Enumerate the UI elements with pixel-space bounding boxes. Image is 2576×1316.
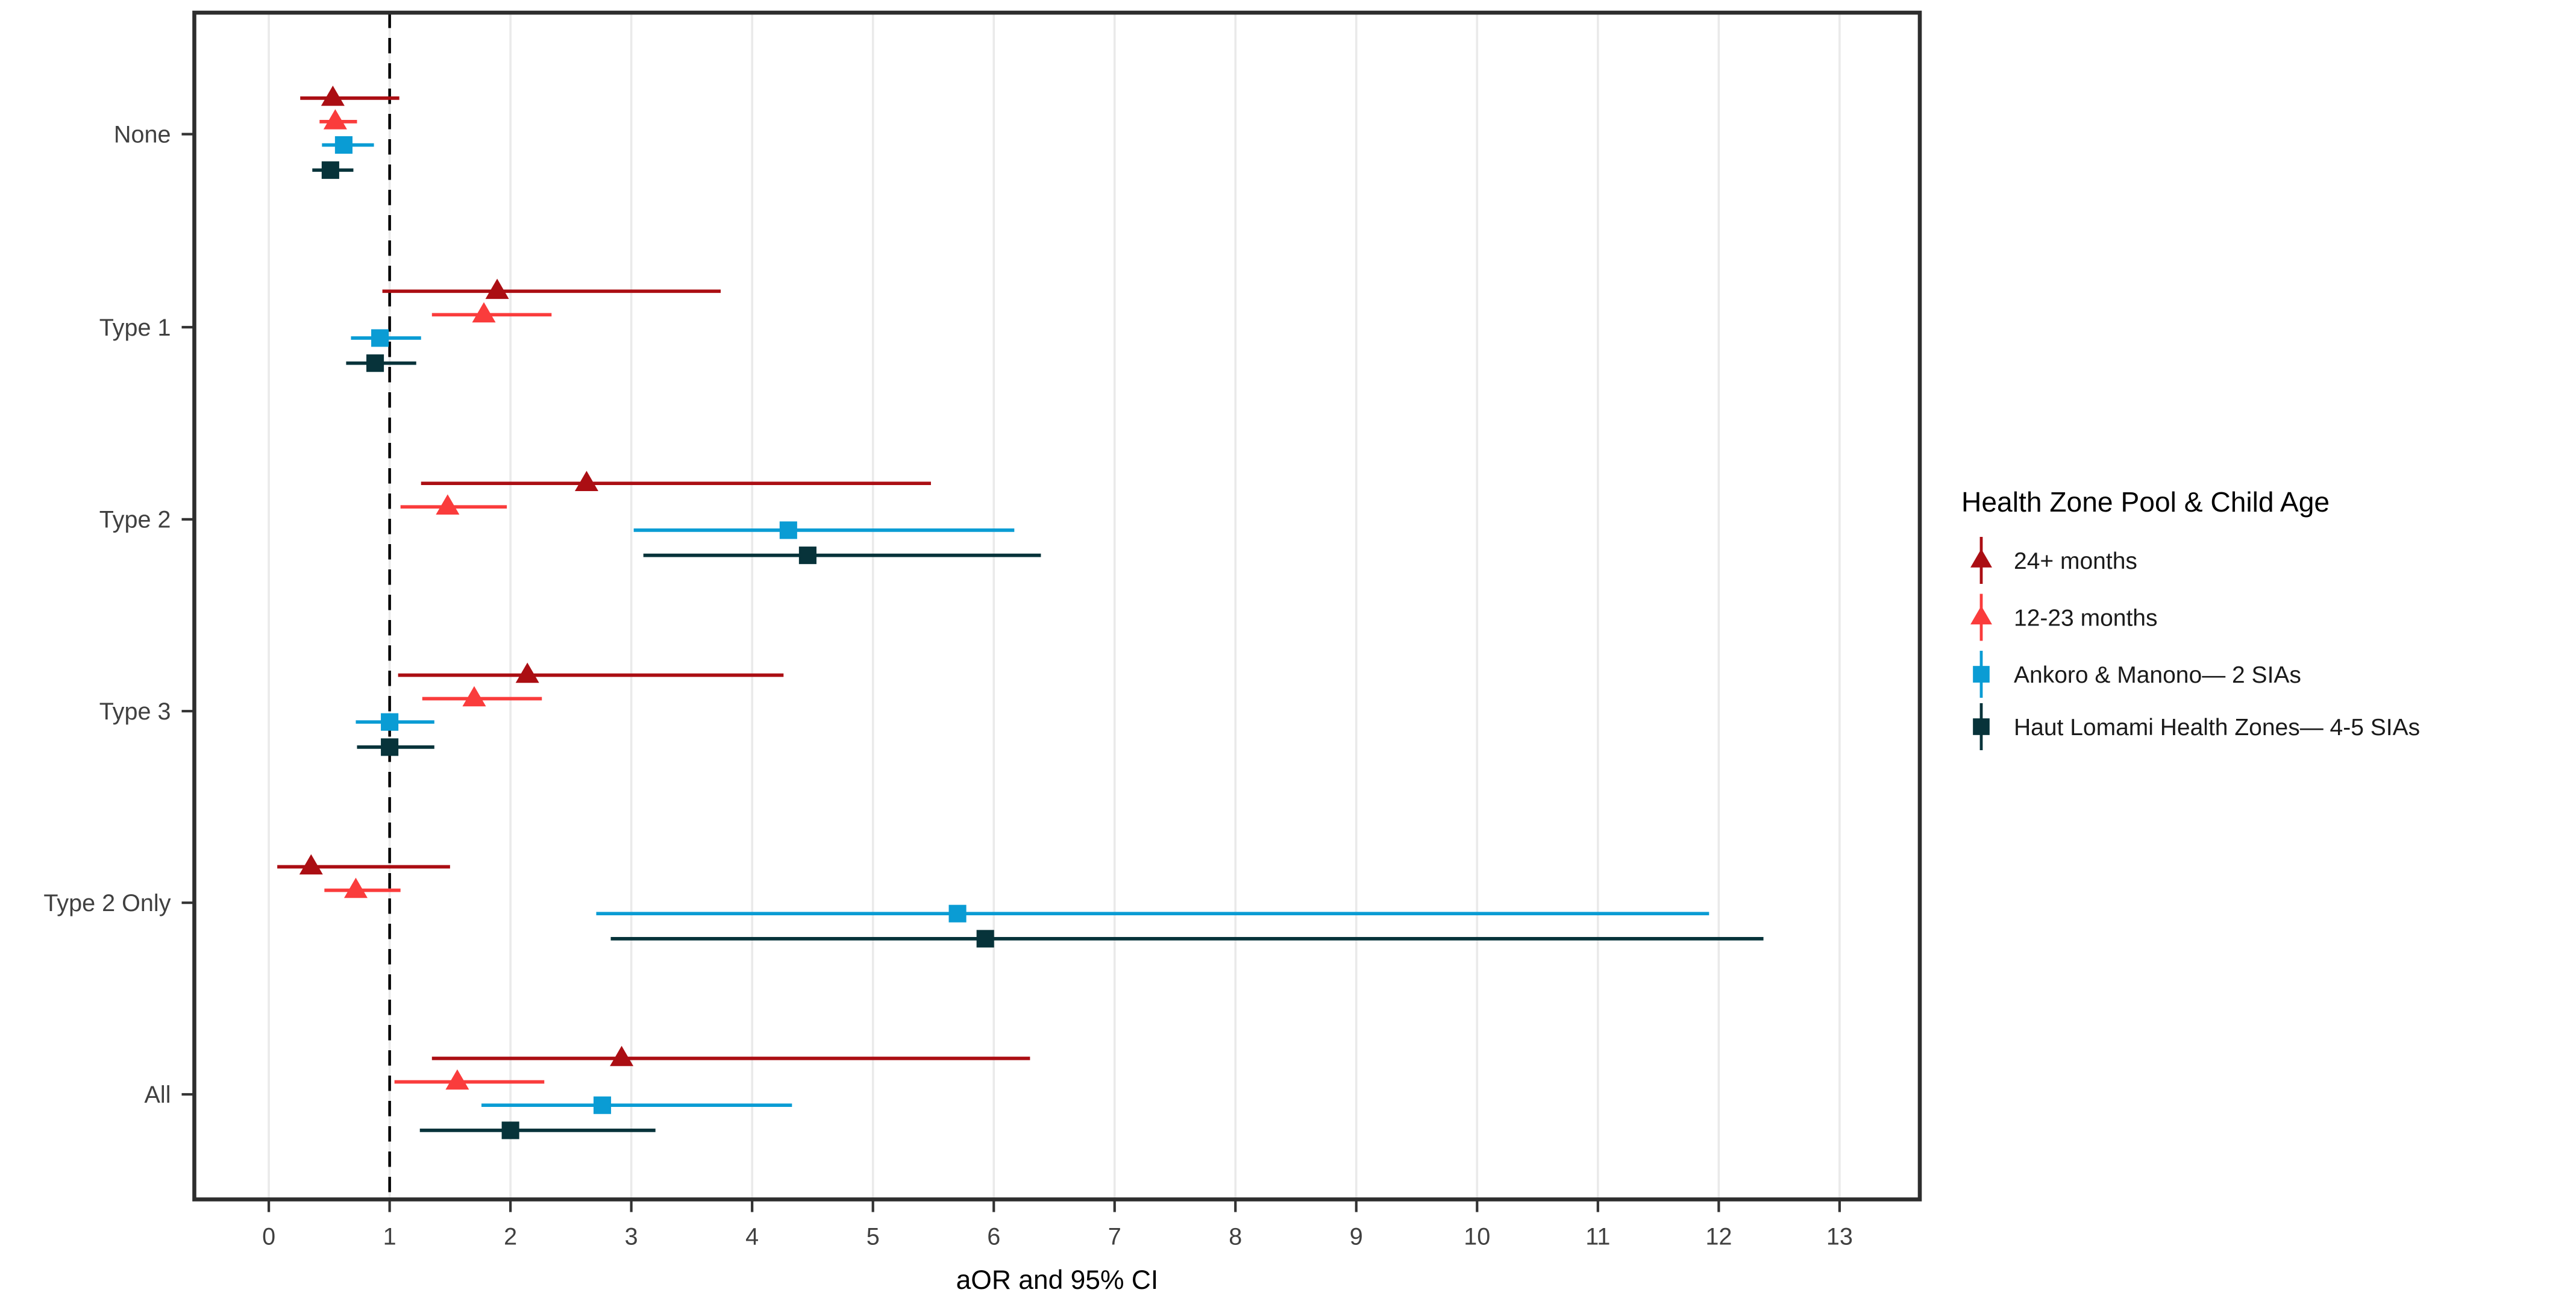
pointrange-all-series-1 [394, 1069, 545, 1090]
point-marker-triangle [462, 686, 486, 707]
legend-marker-triangle [1970, 548, 1992, 568]
data-series-group [277, 86, 1764, 1139]
pointrange-type-1-series-1 [431, 302, 552, 323]
point-marker-square [501, 1121, 519, 1139]
x-axis-tick-label: 10 [1464, 1224, 1490, 1250]
point-marker-triangle [515, 662, 539, 683]
legend-item-label: Ankoro & Manono— 2 SIAs [2014, 662, 2301, 688]
y-axis-label: None [114, 121, 171, 148]
x-axis-tick-label: 7 [1108, 1224, 1121, 1250]
x-axis-tick-label: 1 [383, 1224, 396, 1250]
x-axis-tick-label: 8 [1229, 1224, 1242, 1250]
y-axis-label: Type 2 Only [43, 890, 171, 916]
point-marker-triangle [321, 86, 345, 106]
pointrange-type-2-only-series-3 [610, 930, 1764, 948]
legend-item-label: 12-23 months [2014, 606, 2157, 631]
pointrange-type-3-series-1 [422, 686, 542, 707]
x-axis-tick-label: 2 [504, 1224, 517, 1250]
y-axis-label: Type 1 [99, 315, 171, 341]
pointrange-type-2-series-1 [400, 494, 507, 515]
x-axis-title: aOR and 95% CI [956, 1265, 1159, 1295]
pointrange-type-2-series-2 [633, 521, 1015, 539]
pointrange-type-3-series-3 [357, 738, 434, 756]
point-marker-square [371, 329, 389, 347]
pointrange-type-2-only-series-0 [277, 854, 450, 875]
x-axis-tick-label: 3 [625, 1224, 638, 1250]
legend-item-0: 24+ months [1970, 537, 2137, 584]
y-axis-label: Type 2 [99, 507, 171, 533]
pointrange-type-3-series-0 [398, 662, 784, 683]
x-axis-tick-label: 0 [262, 1224, 275, 1250]
pointrange-none-series-2 [322, 136, 374, 154]
x-axis-tick-label: 5 [867, 1224, 880, 1250]
point-marker-square [334, 136, 353, 154]
legend-marker-triangle [1970, 606, 1992, 625]
point-marker-square [381, 713, 399, 731]
legend-item-label: Haut Lomami Health Zones— 4-5 SIAs [2014, 715, 2420, 741]
pointrange-all-series-2 [481, 1096, 792, 1114]
panel-border-group [192, 10, 1922, 1202]
pointrange-none-series-3 [312, 161, 354, 179]
x-axis-tick-label: 6 [987, 1224, 1000, 1250]
legend-marker-square [1973, 666, 1990, 683]
legend-item-2: Ankoro & Manono— 2 SIAs [1973, 651, 2301, 698]
pointrange-all-series-0 [431, 1045, 1030, 1067]
pointrange-type-3-series-2 [356, 713, 434, 731]
point-marker-square [366, 354, 384, 372]
gridlines [268, 13, 1841, 1200]
point-marker-square [976, 930, 994, 948]
y-axis-label: Type 3 [99, 698, 171, 725]
point-marker-triangle [472, 302, 496, 323]
pointrange-all-series-3 [419, 1121, 656, 1139]
legend: Health Zone Pool & Child Age 24+ months 1… [1961, 486, 2420, 750]
legend-item-1: 12-23 months [1970, 594, 2157, 641]
point-marker-square [381, 738, 399, 756]
point-marker-triangle [299, 854, 323, 875]
point-marker-triangle [610, 1045, 634, 1067]
point-marker-triangle [574, 471, 598, 491]
panel-border [192, 10, 1922, 1202]
pointrange-type-1-series-2 [351, 329, 421, 347]
point-marker-triangle [445, 1069, 469, 1090]
point-marker-triangle [436, 494, 460, 515]
legend-items: 24+ months 12-23 months Ankoro & Manono— 2… [1970, 537, 2420, 750]
x-axis-tick-label: 4 [745, 1224, 759, 1250]
legend-item-3: Haut Lomami Health Zones— 4-5 SIAs [1973, 703, 2420, 750]
pointrange-type-2-series-3 [643, 547, 1041, 565]
point-marker-triangle [485, 278, 509, 299]
legend-title: Health Zone Pool & Child Age [1961, 486, 2330, 518]
pointrange-type-1-series-3 [346, 354, 416, 372]
legend-item-label: 24+ months [2014, 548, 2137, 574]
point-marker-triangle [323, 109, 347, 130]
x-axis-tick-label: 12 [1705, 1224, 1732, 1250]
pointrange-type-2-series-0 [421, 471, 931, 491]
pointrange-none-series-1 [319, 109, 357, 130]
x-axis-tick-label: 9 [1350, 1224, 1363, 1250]
pointrange-type-1-series-0 [382, 278, 721, 299]
pointrange-type-2-only-series-1 [324, 877, 401, 898]
legend-marker-square [1973, 718, 1990, 735]
point-marker-square [593, 1096, 612, 1114]
panel-background [194, 13, 1920, 1200]
point-marker-square [779, 521, 797, 539]
point-marker-square [948, 904, 967, 923]
x-axis-tick-label: 11 [1585, 1224, 1610, 1250]
point-marker-square [321, 161, 339, 179]
x-axis-tick-label: 13 [1826, 1224, 1853, 1250]
point-marker-triangle [343, 877, 368, 898]
y-axis-label: All [145, 1082, 171, 1108]
plot-panel-background [194, 13, 1920, 1200]
pointrange-none-series-0 [300, 86, 400, 106]
pointrange-type-2-only-series-2 [596, 904, 1709, 923]
point-marker-square [798, 547, 816, 565]
